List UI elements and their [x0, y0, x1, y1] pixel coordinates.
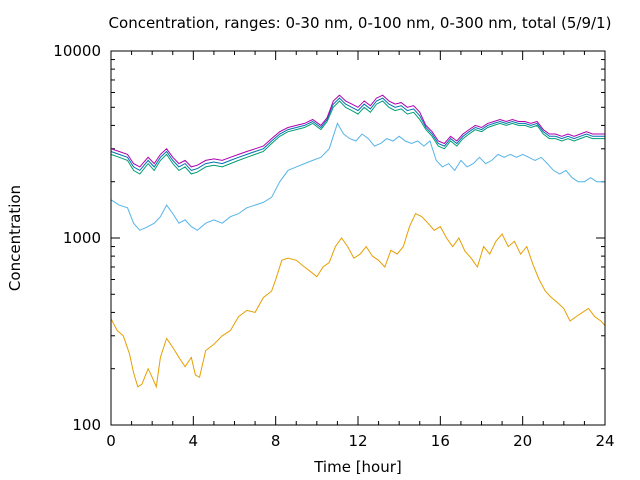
series-line-3	[110, 100, 605, 175]
axis-ticks	[111, 51, 605, 425]
series-line-5	[110, 94, 605, 168]
x-tick-label: 4	[189, 432, 199, 450]
series-line-4	[110, 97, 605, 172]
x-tick-label: 20	[513, 432, 532, 450]
y-tick-label: 10000	[53, 42, 101, 60]
x-axis-label: Time [hour]	[313, 458, 402, 476]
plot-frame	[110, 50, 606, 426]
x-tick-label: 12	[348, 432, 367, 450]
x-tick-label: 0	[106, 432, 116, 450]
y-tick-label: 100	[72, 416, 101, 434]
series-line-1	[110, 212, 606, 389]
series-line-2	[110, 122, 605, 231]
chart-title: Concentration, ranges: 0-30 nm, 0-100 nm…	[109, 14, 612, 32]
x-tick-label: 16	[431, 432, 450, 450]
x-tick-label: 8	[271, 432, 281, 450]
series-lines	[110, 94, 606, 389]
y-tick-label: 1000	[63, 229, 101, 247]
y-axis-label: Concentration	[6, 185, 24, 291]
x-tick-label: 24	[595, 432, 614, 450]
tick-labels: 0 4 8 12 16 20 24 100 1000 10000	[53, 42, 614, 450]
